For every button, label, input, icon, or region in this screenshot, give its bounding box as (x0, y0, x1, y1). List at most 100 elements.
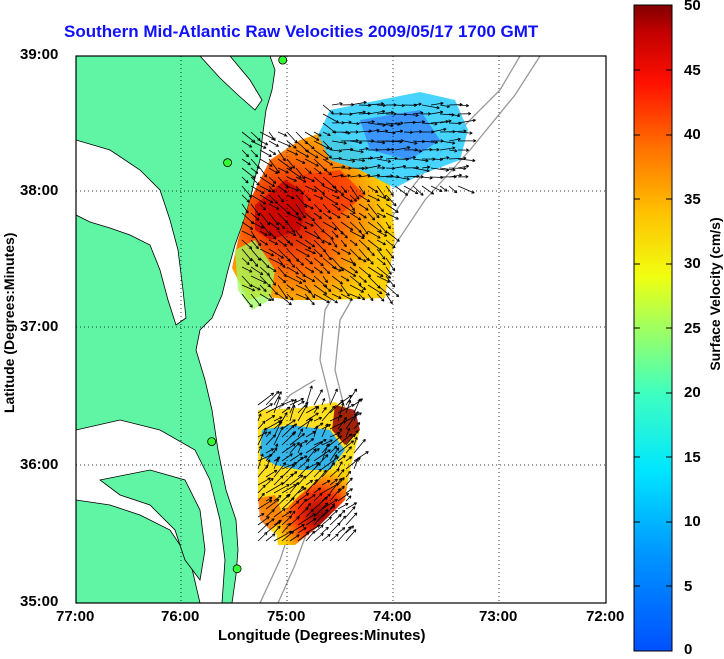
velocity-arrow (331, 140, 347, 145)
velocity-arrow (305, 479, 318, 494)
velocity-arrow (340, 248, 352, 255)
velocity-arrow (265, 498, 280, 510)
velocity-arrow (457, 158, 476, 163)
velocity-arrow (277, 194, 284, 203)
velocity-arrow (273, 475, 284, 486)
velocity-arrow (331, 284, 343, 292)
velocity-arrow (321, 533, 331, 542)
velocity-arrow (385, 239, 396, 249)
velocity-arrow (358, 194, 371, 203)
velocity-arrow (376, 129, 389, 133)
velocity-arrow (250, 194, 267, 205)
velocity-arrow (277, 221, 286, 230)
velocity-arrow (265, 415, 276, 422)
velocity-arrow (439, 104, 450, 109)
velocity-arrow (305, 479, 314, 486)
velocity-arrow (349, 121, 360, 126)
velocity-arrow (286, 293, 294, 301)
velocity-arrow (313, 496, 328, 510)
velocity-arrow (305, 441, 323, 454)
velocity-arrow (331, 102, 343, 106)
velocity-arrow (281, 443, 296, 454)
velocity-arrow (313, 492, 323, 502)
velocity-arrow (358, 275, 367, 283)
velocity-arrow (385, 275, 396, 288)
velocity-arrow (358, 185, 366, 195)
velocity-arrow (367, 203, 380, 219)
velocity-arrow (358, 257, 367, 263)
velocity-arrow (305, 462, 321, 478)
velocity-arrow (281, 453, 293, 462)
velocity-arrow (265, 448, 275, 454)
velocity-arrow (241, 239, 253, 250)
station-marker (232, 564, 242, 574)
velocity-arrow (281, 473, 294, 486)
velocity-arrow (273, 426, 284, 446)
velocity-arrow (337, 469, 345, 478)
velocity-arrow (250, 185, 265, 195)
velocity-arrow (305, 430, 316, 438)
velocity-arrow (367, 212, 376, 221)
velocity-arrow (322, 266, 331, 274)
velocity-arrow (268, 185, 276, 193)
velocity-arrow (448, 137, 461, 142)
velocity-arrow (281, 432, 296, 446)
velocity-arrow (345, 388, 358, 406)
colorbar-title: Surface Velocity (cm/s) (707, 217, 723, 371)
velocity-arrow (376, 185, 387, 199)
velocity-arrow (241, 203, 249, 214)
velocity-arrow (322, 293, 338, 304)
velocity-arrow (394, 146, 411, 151)
velocity-arrow (257, 513, 265, 518)
velocity-arrow (277, 185, 288, 193)
velocity-arrow (337, 402, 345, 422)
velocity-arrow (321, 526, 329, 534)
velocity-arrow (367, 109, 386, 115)
velocity-arrow (289, 500, 300, 510)
y-axis-title: Latitude (Degrees:Minutes) (1, 232, 17, 413)
velocity-arrow (353, 451, 369, 462)
velocity-arrow (367, 155, 384, 160)
grid-lines (76, 56, 606, 603)
velocity-arrow (281, 419, 296, 430)
velocity-arrow (367, 257, 374, 265)
velocity-arrow (358, 221, 369, 235)
velocity-arrow (295, 203, 306, 219)
velocity-arrow (345, 495, 352, 502)
velocity-arrow (337, 527, 346, 534)
velocity-arrow (376, 239, 386, 246)
velocity-arrow (277, 149, 286, 162)
velocity-arrow (457, 103, 469, 108)
velocity-arrow (277, 239, 287, 247)
velocity-arrow (241, 266, 253, 273)
velocity-arrow (322, 194, 339, 206)
velocity-arrow (340, 266, 357, 277)
velocity-arrow (358, 147, 369, 151)
velocity-arrow (340, 203, 356, 214)
velocity-arrow (385, 203, 399, 213)
velocity-arrow (297, 458, 310, 470)
velocity-arrow (281, 497, 295, 510)
x-tick-label: 73:00 (479, 608, 518, 625)
velocity-arrow (241, 194, 250, 203)
velocity-arrow (313, 131, 322, 137)
velocity-arrow (313, 212, 323, 219)
velocity-arrow (250, 212, 260, 221)
velocity-arrow (297, 498, 308, 510)
x-tick-label: 72:00 (586, 608, 625, 625)
velocity-arrow (412, 149, 423, 153)
velocity-arrow (259, 293, 272, 302)
velocity-arrow (257, 413, 262, 422)
velocity-arrow (304, 239, 316, 248)
velocity-arrow (297, 506, 309, 518)
velocity-arrow (329, 445, 338, 454)
velocity-arrow (265, 509, 275, 518)
velocity-arrow (321, 443, 329, 462)
velocity-arrow (257, 516, 270, 526)
velocity-arrow (295, 158, 306, 164)
velocity-arrow (403, 185, 419, 195)
velocity-arrow (340, 174, 351, 178)
velocity-arrow (297, 527, 307, 534)
velocity-arrow (322, 131, 331, 137)
velocity-arrow (313, 487, 322, 494)
